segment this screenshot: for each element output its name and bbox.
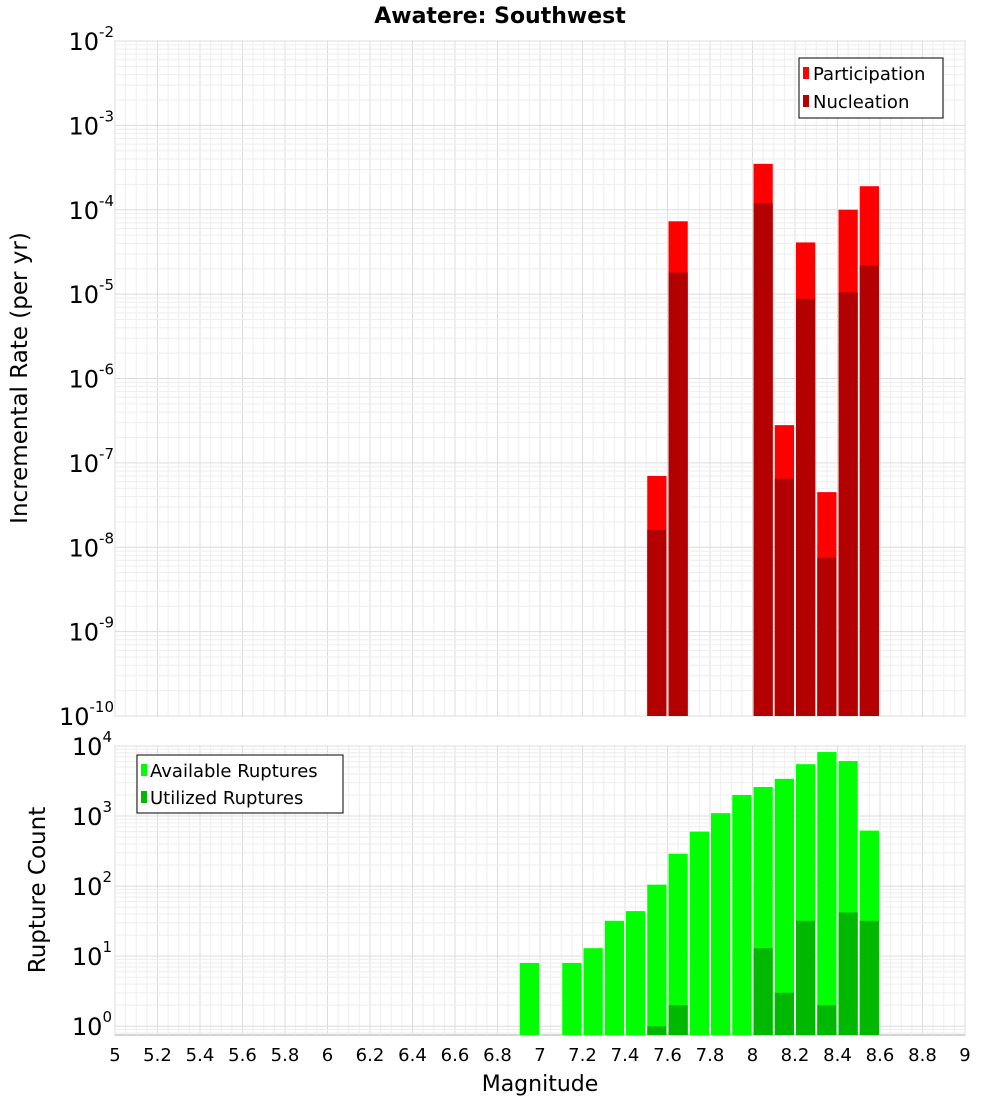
count-bar-utilized-ruptures-8.35 [817, 1005, 837, 1035]
rate-bar-nucleation-8.55 [859, 265, 879, 716]
count-bar-available-ruptures-7.25 [583, 948, 603, 1035]
rate-bar-nucleation-8.45 [838, 292, 858, 716]
rate-ytick-label: 10-4 [68, 192, 114, 225]
count-bar-available-ruptures-6.95 [519, 962, 539, 1035]
rate-ytick-label: 10-10 [59, 698, 114, 731]
rate-ytick-label: 10-9 [68, 614, 114, 647]
legend-swatch-participation [803, 67, 809, 79]
rate-ytick-label: 10-5 [68, 276, 114, 309]
xtick-label: 7.8 [696, 1045, 725, 1066]
rate-bar-nucleation-7.55 [647, 530, 667, 716]
xtick-label: 7.2 [568, 1045, 597, 1066]
count-bar-available-ruptures-7.85 [711, 813, 731, 1035]
xtick-label: 5.8 [271, 1045, 300, 1066]
count-bar-available-ruptures-8.15 [774, 778, 794, 1035]
legend-box-top [798, 57, 944, 119]
count-bar-utilized-ruptures-8.25 [796, 920, 816, 1035]
rate-bar-nucleation-7.65 [668, 272, 688, 716]
xtick-label: 6.4 [398, 1045, 427, 1066]
count-ytick-label: 103 [72, 798, 112, 831]
count-bar-available-ruptures-7.35 [604, 920, 624, 1035]
legend-label-utilized: Utilized Ruptures [150, 788, 303, 809]
legend-swatch-nucleation [803, 95, 809, 107]
xtick-label: 8.4 [823, 1045, 852, 1066]
y-axis-label-top: Incremental Rate (per yr) [7, 232, 33, 524]
xtick-label: 5 [109, 1045, 120, 1066]
count-bar-utilized-ruptures-8.55 [859, 920, 879, 1035]
xtick-label: 6.2 [356, 1045, 385, 1066]
xtick-label: 8 [747, 1045, 758, 1066]
chart-title: Awatere: Southwest [374, 4, 626, 29]
count-bar-available-ruptures-7.15 [562, 962, 582, 1035]
legend-label-available: Available Ruptures [150, 761, 318, 782]
xtick-label: 6 [322, 1045, 333, 1066]
y-axis-label-bottom: Rupture Count [25, 807, 51, 973]
xtick-label: 5.2 [143, 1045, 172, 1066]
rate-ytick-label: 10-3 [68, 107, 114, 140]
xtick-label: 7.4 [611, 1045, 640, 1066]
rate-ytick-label: 10-2 [68, 23, 114, 56]
xtick-label: 5.6 [228, 1045, 257, 1066]
xtick-label: 9 [959, 1045, 970, 1066]
rate-bar-nucleation-8.35 [817, 557, 837, 716]
panel-rupture-count: 100 101 102 103 104 Rupture Count Available … [25, 728, 966, 1041]
legend-box-bottom [136, 754, 344, 814]
bars-top [647, 163, 879, 717]
legend-label-nucleation: Nucleation [813, 92, 909, 113]
count-bar-available-ruptures-8.35 [817, 752, 837, 1035]
legend-bottom: Available Ruptures Utilized Ruptures [136, 754, 344, 814]
bars-bottom [519, 752, 879, 1035]
count-bar-utilized-ruptures-8.15 [774, 992, 794, 1035]
x-axis-label: Magnitude [482, 1072, 599, 1097]
xtick-label: 8.6 [866, 1045, 895, 1066]
xtick-label: 5.4 [186, 1045, 215, 1066]
count-bar-available-ruptures-7.65 [668, 853, 688, 1035]
rate-ytick-label: 10-6 [68, 361, 114, 394]
xtick-label: 6.8 [483, 1045, 512, 1066]
xtick-label: 8.2 [781, 1045, 810, 1066]
rate-ytick-label: 10-8 [68, 529, 114, 562]
count-ytick-label: 104 [72, 728, 112, 761]
rate-bar-nucleation-8.15 [774, 478, 794, 716]
legend-top: Participation Nucleation [798, 57, 944, 119]
y-ticks-bottom: 100 101 102 103 104 [72, 728, 112, 1041]
xtick-label: 7 [534, 1045, 545, 1066]
count-ytick-label: 101 [72, 938, 112, 971]
count-bar-utilized-ruptures-7.65 [668, 1005, 688, 1035]
grid-top [114, 40, 966, 717]
count-bar-utilized-ruptures-8.45 [838, 912, 858, 1035]
xtick-label: 7.6 [653, 1045, 682, 1066]
rate-bar-nucleation-8.05 [753, 203, 773, 716]
legend-label-participation: Participation [813, 64, 925, 85]
count-bar-available-ruptures-7.95 [732, 794, 752, 1035]
xtick-label: 8.8 [908, 1045, 937, 1066]
count-bar-available-ruptures-7.45 [626, 911, 646, 1035]
count-bar-utilized-ruptures-7.55 [647, 1026, 667, 1035]
xtick-label: 6.6 [441, 1045, 470, 1066]
x-ticks: 5 5.2 5.4 5.6 5.8 6 6.2 6.4 6.6 6.8 7 7.2 7.4 7.6 7.8 8… [109, 1045, 970, 1066]
count-ytick-label: 102 [72, 868, 112, 901]
legend-swatch-available [141, 764, 147, 776]
y-ticks-top: 10-10 10-9 10-8 10-7 10-6 10-5 10-4 10-3 10-2 [59, 23, 114, 731]
panel-incremental-rate: 10-10 10-9 10-8 10-7 10-6 10-5 10-4 10-3 10-2 In… [7, 23, 966, 731]
count-bar-available-ruptures-7.75 [689, 831, 709, 1035]
count-bar-available-ruptures-7.55 [647, 884, 667, 1035]
count-ytick-label: 100 [72, 1008, 112, 1041]
legend-swatch-utilized [141, 791, 147, 803]
rate-ytick-label: 10-7 [68, 445, 114, 478]
count-bar-utilized-ruptures-8.05 [753, 948, 773, 1035]
rate-bar-nucleation-8.25 [796, 298, 816, 716]
